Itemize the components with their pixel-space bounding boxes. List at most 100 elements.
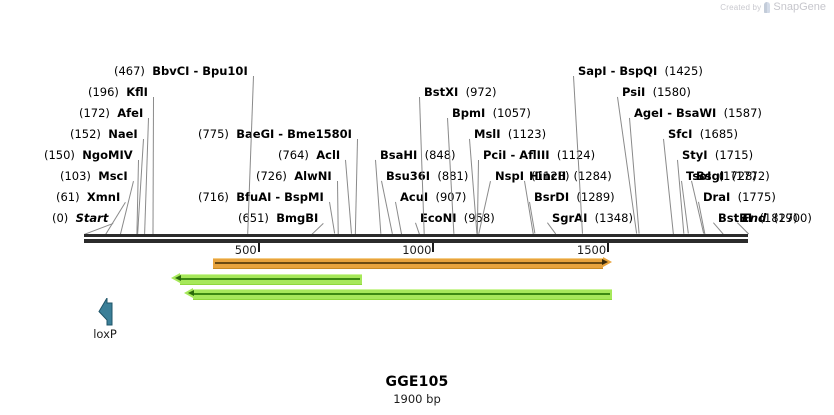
enzyme-site-label[interactable]: (726) AlwNI (256, 170, 332, 182)
enzyme-site-label[interactable]: (775) BaeGI - Bme1580I (198, 128, 352, 140)
enzyme-site-label[interactable]: (764) AclI (278, 149, 340, 161)
enzyme-name: BsaWI (676, 106, 717, 120)
enzyme-site-label[interactable]: PsiI (1580) (622, 86, 691, 98)
enzyme-site-label[interactable]: (61) XmnI (56, 191, 120, 203)
feature-shaft (214, 262, 604, 264)
watermark-brand: SnapGene (773, 1, 826, 13)
enzyme-site-label[interactable]: AcuI (907) (400, 191, 466, 203)
enzyme-site-label[interactable]: BstBI (1827) (718, 212, 798, 224)
loxp-label: loxP (93, 327, 117, 341)
enzyme-position: (907) (428, 190, 467, 204)
enzyme-site-label[interactable]: NspI (1128) (495, 170, 570, 182)
enzyme-site-label[interactable]: (152) NaeI (70, 128, 138, 140)
enzyme-position: (172) (79, 106, 110, 120)
green-feature-1[interactable] (170, 273, 362, 285)
enzyme-site-label[interactable]: HincII (1284) (529, 170, 612, 182)
feature-shaft-tip (602, 259, 609, 265)
enzyme-site-label[interactable]: DraI (1775) (703, 191, 776, 203)
label-dash: - (271, 190, 285, 204)
enzyme-site-label[interactable]: SgrAI (1348) (552, 212, 633, 224)
plasmid-length: 1900 bp (393, 392, 441, 406)
enzyme-name: XmnI (86, 190, 121, 204)
enzyme-position: (972) (458, 85, 497, 99)
enzyme-position: (1580) (645, 85, 691, 99)
enzyme-site-label[interactable]: (716) BfuAI - BspMI (198, 191, 324, 203)
enzyme-site-label[interactable]: BsgI (1772) (696, 170, 770, 182)
enzyme-site-label[interactable]: (467) BbvCI - Bpu10I (114, 65, 248, 77)
enzyme-position: (103) (60, 169, 91, 183)
leader-line (354, 139, 358, 235)
enzyme-site-label[interactable]: (172) AfeI (79, 107, 143, 119)
enzyme-site-label[interactable]: EcoNI (958) (420, 212, 495, 224)
enzyme-name: Start (75, 211, 109, 225)
enzyme-name: AlwNI (294, 169, 332, 183)
enzyme-position: (1123) (500, 127, 547, 141)
enzyme-position: (1289) (569, 190, 615, 204)
enzyme-site-label[interactable]: TsoI (1728) (686, 170, 757, 182)
enzyme-position: (848) (417, 148, 456, 162)
ruler-tick (432, 243, 435, 252)
leader-line (663, 138, 674, 234)
enzyme-name: BsgI (696, 169, 725, 183)
enzyme-name: MscI (98, 169, 128, 183)
enzyme-site-label[interactable]: SapI - BspQI (1425) (578, 65, 703, 77)
enzyme-name: BbvCI (152, 64, 190, 78)
enzyme-site-label[interactable]: (103) MscI (60, 170, 128, 182)
enzyme-name: SapI (578, 64, 607, 78)
enzyme-position: (764) (278, 148, 309, 162)
plasmid-name: GGE105 (385, 374, 449, 390)
enzyme-name: BaeGI (236, 127, 275, 141)
feature-body (179, 274, 362, 285)
enzyme-site-label[interactable]: AgeI - BsaWI (1587) (634, 107, 762, 119)
enzyme-site-label[interactable]: (196) KflI (88, 86, 148, 98)
label-dash: - (606, 64, 620, 78)
enzyme-site-label[interactable]: End (1900) (742, 212, 812, 224)
enzyme-position: (1715) (707, 148, 754, 162)
enzyme-name: Bme1580I (287, 127, 352, 141)
ruler-tick (607, 243, 610, 252)
enzyme-name: MslI (474, 127, 501, 141)
enzyme-position: (1348) (587, 211, 633, 225)
enzyme-position: (0) (52, 211, 69, 225)
ruler-label: 500 (234, 243, 257, 257)
enzyme-position: (467) (114, 64, 145, 78)
enzyme-position: (1685) (692, 127, 738, 141)
enzyme-name: BmgBI (276, 211, 319, 225)
enzyme-name: KflI (126, 85, 148, 99)
enzyme-name: End (742, 211, 767, 225)
enzyme-site-label[interactable]: BpmI (1057) (452, 107, 531, 119)
enzyme-position: (716) (198, 190, 229, 204)
enzyme-site-label[interactable]: (150) NgoMIV (44, 149, 133, 161)
enzyme-name: NaeI (108, 127, 138, 141)
dna-backbone-bottom-strand (84, 239, 748, 243)
enzyme-name: HincII (529, 169, 567, 183)
enzyme-position: (1827) (752, 211, 798, 225)
enzyme-name: BspMI (284, 190, 324, 204)
enzyme-position: (1775) (730, 190, 776, 204)
enzyme-position: (1124) (549, 148, 596, 162)
enzyme-site-label[interactable]: MslI (1123) (474, 128, 546, 140)
enzyme-site-label[interactable]: BsrDI (1289) (534, 191, 615, 203)
snapgene-logo-icon (764, 1, 771, 13)
enzyme-name: AflIII (519, 148, 550, 162)
enzyme-site-label[interactable]: (651) BmgBI (238, 212, 318, 224)
enzyme-site-label[interactable]: Bsu36I (881) (386, 170, 468, 182)
green-feature-2[interactable] (183, 288, 613, 300)
enzyme-name: AgeI (634, 106, 664, 120)
enzyme-site-label[interactable]: SfcI (1685) (668, 128, 738, 140)
enzyme-site-label[interactable]: BstXI (972) (424, 86, 497, 98)
enzyme-name: BsrDI (534, 190, 570, 204)
enzyme-site-label[interactable]: BsaHI (848) (380, 149, 456, 161)
enzyme-name: BspQI (619, 64, 658, 78)
loxp-arrow-icon[interactable] (96, 296, 114, 330)
enzyme-position: (196) (88, 85, 119, 99)
orange-feature[interactable] (212, 257, 613, 269)
enzyme-site-label[interactable]: PciI - AflIII (1124) (483, 149, 595, 161)
enzyme-position: (651) (238, 211, 269, 225)
enzyme-position: (152) (70, 127, 101, 141)
enzyme-name: AcuI (400, 190, 429, 204)
feature-body (192, 289, 613, 300)
enzyme-site-label[interactable]: StyI (1715) (682, 149, 753, 161)
enzyme-site-label[interactable]: (0) Start (52, 212, 108, 224)
